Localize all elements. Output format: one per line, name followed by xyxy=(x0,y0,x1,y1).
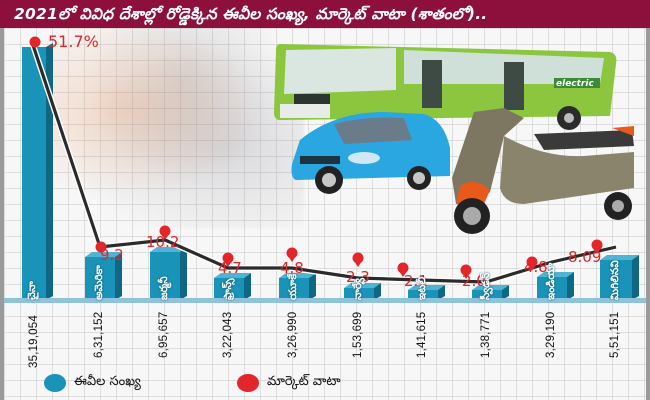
share-label-france: 4.7 xyxy=(218,259,242,277)
chart-title: 2021లో వివిధ దేశాల్లో రోడ్డెక్కిన ఈవీల స… xyxy=(0,0,650,28)
market-share-markers xyxy=(29,36,603,280)
count-label-others: 5,51,151 xyxy=(609,311,621,358)
share-label-others: 8.09 xyxy=(568,248,602,266)
bar-india[interactable] xyxy=(537,272,574,300)
marker-germany[interactable] xyxy=(159,225,171,241)
count-label-germany: 6,95,657 xyxy=(158,311,170,358)
bar-italy[interactable] xyxy=(408,285,445,300)
chart-baseline xyxy=(4,298,646,303)
count-label-america: 6,31,152 xyxy=(93,311,105,358)
marker-france[interactable] xyxy=(222,252,234,268)
car-icon xyxy=(291,112,450,194)
vehicle-illustration: electric xyxy=(274,44,634,234)
country-label-india: ఇండియా xyxy=(545,262,557,300)
legend-ev-count-label: ఈవీల సంఖ్య xyxy=(74,374,141,389)
share-label-norway: 2.3 xyxy=(346,268,370,286)
legend-market-share-label: మార్కెట్ వాటా xyxy=(267,374,341,389)
marker-italy[interactable] xyxy=(397,262,409,278)
bar-germany[interactable] xyxy=(150,247,187,300)
country-label-sweden: స్వీడన్ xyxy=(480,272,492,300)
share-label-uk: 4.8 xyxy=(280,259,304,277)
share-label-america: 9.2 xyxy=(100,246,124,264)
scooter-icon xyxy=(452,108,634,234)
bar-norway[interactable] xyxy=(344,283,381,300)
country-label-china: చైనా xyxy=(26,281,38,300)
bus-icon: electric xyxy=(274,44,617,130)
legend-ev-count: ఈవీల సంఖ్య xyxy=(44,372,141,394)
country-label-uk: యూకే xyxy=(287,273,299,300)
marker-america[interactable] xyxy=(95,241,107,253)
marker-india[interactable] xyxy=(526,256,538,272)
share-label-sweden: 2.0 xyxy=(462,272,486,290)
marker-china[interactable] xyxy=(29,36,41,48)
marker-sweden[interactable] xyxy=(460,264,472,280)
share-label-germany: 10.2 xyxy=(146,233,180,251)
count-label-uk: 3,26,990 xyxy=(287,311,299,358)
marker-uk[interactable] xyxy=(286,247,298,263)
share-label-italy: 2.1 xyxy=(404,272,428,290)
country-label-others: మిగిలినవి xyxy=(609,260,621,300)
ev-count-legend-dot-icon xyxy=(44,374,66,392)
market-share-legend-dot-icon xyxy=(237,374,259,392)
country-label-norway: నార్వే xyxy=(352,278,364,300)
count-label-france: 3,22,043 xyxy=(222,311,234,358)
ev-count-bars xyxy=(22,43,639,300)
country-label-america: అమెరికా xyxy=(93,265,105,300)
background-factory-image xyxy=(44,28,304,228)
count-label-india: 3,29,190 xyxy=(545,311,557,358)
share-label-china: 51.7% xyxy=(48,32,99,51)
bar-china[interactable] xyxy=(22,43,53,300)
country-label-germany: జర్మనీ xyxy=(158,276,170,300)
bar-sweden[interactable] xyxy=(472,285,509,300)
marker-others[interactable] xyxy=(591,239,603,255)
bar-uk[interactable] xyxy=(279,273,316,300)
legend-market-share: మార్కెట్ వాటా xyxy=(237,372,341,394)
count-label-china: 35,19,054 xyxy=(28,315,40,368)
count-label-norway: 1,53,699 xyxy=(352,311,364,358)
country-label-france: ఫ్రాన్స్ xyxy=(222,278,234,300)
share-label-india: 4.8 xyxy=(524,258,548,276)
plot-area xyxy=(22,36,639,300)
bar-america[interactable] xyxy=(85,252,122,300)
count-label-sweden: 1,38,771 xyxy=(480,311,492,358)
bus-electric-text: electric xyxy=(556,79,594,89)
bar-france[interactable] xyxy=(214,273,251,300)
count-label-italy: 1,41,615 xyxy=(416,311,428,358)
marker-norway[interactable] xyxy=(352,252,364,268)
chart-area: electric xyxy=(4,28,646,400)
bar-others[interactable] xyxy=(600,255,639,300)
country-label-italy: ఇటలీ xyxy=(416,276,428,300)
